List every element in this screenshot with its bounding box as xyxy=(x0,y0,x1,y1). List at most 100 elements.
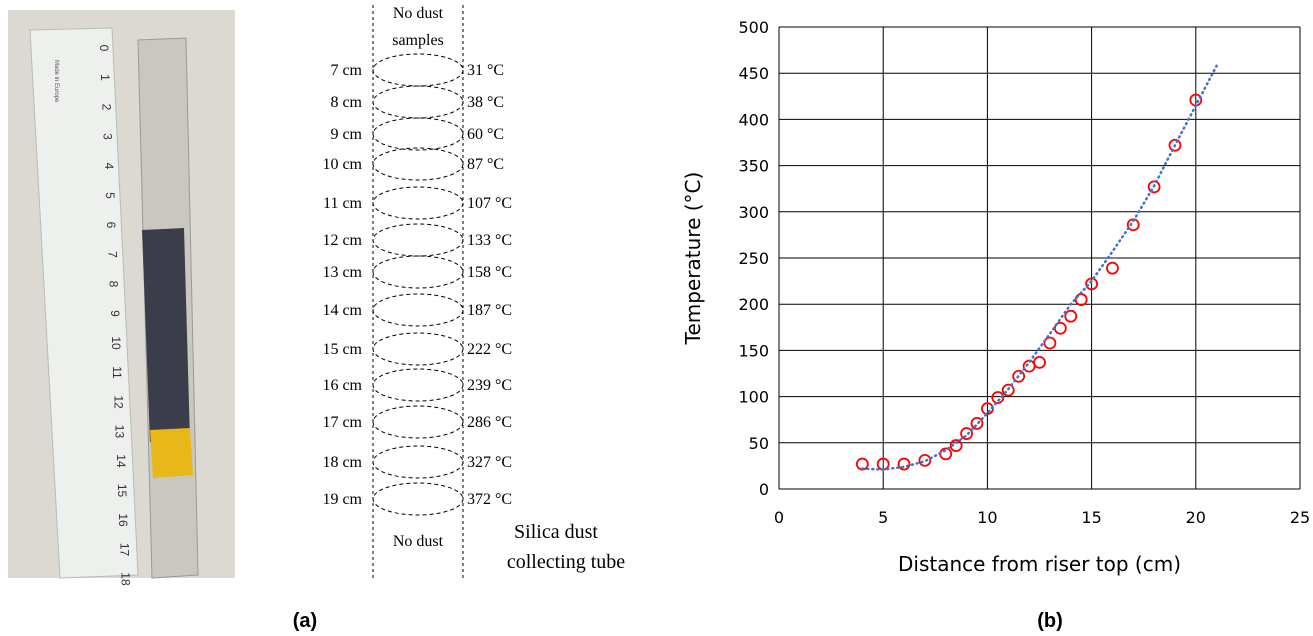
data-point xyxy=(1033,356,1046,369)
tube-label: collecting tube xyxy=(507,551,625,573)
temperature-label: 372 °C xyxy=(467,491,512,508)
x-axis-label: Distance from riser top (cm) xyxy=(898,552,1181,576)
y-tick-label: 250 xyxy=(738,249,769,268)
x-tick-label: 20 xyxy=(1186,508,1206,527)
panel-label: (a) xyxy=(293,610,317,632)
x-tick-label: 0 xyxy=(774,508,784,527)
temperature-label: 158 °C xyxy=(467,264,512,281)
temperature-label: 187 °C xyxy=(467,302,512,319)
data-point xyxy=(970,416,984,430)
temperature-label: 107 °C xyxy=(467,195,512,212)
temperature-label: 38 °C xyxy=(467,94,504,111)
ruler-number: 17 xyxy=(117,543,131,557)
temperature-label: 31 °C xyxy=(467,62,504,79)
bottom-label: No dust xyxy=(393,533,444,550)
tube-diagram: No dust samples No dust Silica dust coll… xyxy=(372,5,625,578)
distance-label: 14 cm xyxy=(322,302,362,319)
temperature-label: 327 °C xyxy=(467,454,512,471)
temperature-label: 222 °C xyxy=(467,341,512,358)
data-point xyxy=(960,427,973,440)
y-tick-label: 150 xyxy=(738,341,769,360)
sample-ring xyxy=(372,85,464,119)
ruler-number: 3 xyxy=(101,133,115,140)
y-tick-label: 200 xyxy=(738,295,769,314)
temperature-label: 133 °C xyxy=(467,232,512,249)
top-label: No dust xyxy=(393,5,444,22)
ruler-number: 2 xyxy=(99,104,113,111)
x-tick-label: 5 xyxy=(878,508,888,527)
tube-label: Silica dust xyxy=(514,521,598,543)
y-tick-label: 500 xyxy=(738,18,769,37)
ruler-number: 6 xyxy=(104,222,118,229)
data-point xyxy=(1043,336,1057,350)
ruler-number: 5 xyxy=(103,192,117,199)
ruler-number: 0 xyxy=(97,45,111,52)
data-point xyxy=(1064,309,1078,323)
distance-label: 17 cm xyxy=(322,414,362,431)
data-point xyxy=(897,457,911,471)
ruler-number: 8 xyxy=(107,281,121,288)
dust-band xyxy=(142,228,190,442)
sample-ring xyxy=(372,482,464,516)
distance-label: 18 cm xyxy=(322,454,362,471)
sample-ring xyxy=(372,445,464,479)
sample-ring xyxy=(372,368,464,402)
distance-label: 12 cm xyxy=(322,232,362,249)
data-point xyxy=(1085,277,1098,291)
y-tick-label: 400 xyxy=(738,110,769,129)
temperature-label: 87 °C xyxy=(467,156,504,173)
x-tick-label: 15 xyxy=(1081,508,1101,527)
data-point xyxy=(1147,180,1161,194)
distance-label: 10 cm xyxy=(322,156,362,173)
ruler-number: 7 xyxy=(105,251,119,258)
trend-line xyxy=(861,64,1218,471)
yellow-band xyxy=(150,428,193,478)
data-point xyxy=(949,439,963,452)
y-tick-label: 300 xyxy=(738,203,769,222)
ruler-number: 1 xyxy=(98,74,112,81)
temperature-label: 60 °C xyxy=(467,126,504,143)
y-tick-label: 350 xyxy=(738,157,769,176)
sample-ring xyxy=(372,223,464,257)
sample-ring xyxy=(372,293,464,327)
sample-ring xyxy=(372,117,464,151)
y-axis-label: Temperature (°C) xyxy=(681,172,705,346)
distance-label: 9 cm xyxy=(330,126,362,143)
sample-ring xyxy=(372,186,464,220)
distance-label: 19 cm xyxy=(322,491,362,508)
distance-label: 11 cm xyxy=(323,195,363,212)
y-tick-label: 100 xyxy=(738,388,769,407)
ruler-number: 14 xyxy=(114,454,128,468)
ruler-number: 10 xyxy=(109,336,123,350)
x-tick-label: 25 xyxy=(1290,508,1310,527)
panel-label: (b) xyxy=(1037,610,1063,632)
ruler-number: 13 xyxy=(113,425,127,439)
ruler-number: 15 xyxy=(115,484,129,498)
ruler-number: 12 xyxy=(111,395,125,409)
ruler-number: 9 xyxy=(108,310,122,317)
ruler-number: 4 xyxy=(102,163,116,170)
distance-label: 13 cm xyxy=(322,264,362,281)
ruler-number: 16 xyxy=(116,513,130,527)
top-label: samples xyxy=(392,32,444,49)
y-tick-label: 50 xyxy=(749,434,769,453)
sample-ring xyxy=(372,53,464,87)
sample-ring xyxy=(372,255,464,289)
distance-label: 16 cm xyxy=(322,377,362,394)
sample-ring xyxy=(372,147,464,181)
distance-label: 8 cm xyxy=(330,94,362,111)
sample-ring xyxy=(372,405,464,439)
ruler-number: 18 xyxy=(119,572,133,586)
data-point xyxy=(991,391,1005,404)
ruler xyxy=(29,27,139,579)
x-tick-label: 10 xyxy=(977,508,997,527)
data-point xyxy=(1168,138,1182,152)
sample-ring xyxy=(372,332,464,366)
temperature-label: 286 °C xyxy=(467,414,512,431)
distance-label: 7 cm xyxy=(330,62,362,79)
ruler-brand: Made in Europe xyxy=(53,60,59,103)
y-tick-label: 450 xyxy=(738,64,769,83)
y-tick-label: 0 xyxy=(759,480,769,499)
